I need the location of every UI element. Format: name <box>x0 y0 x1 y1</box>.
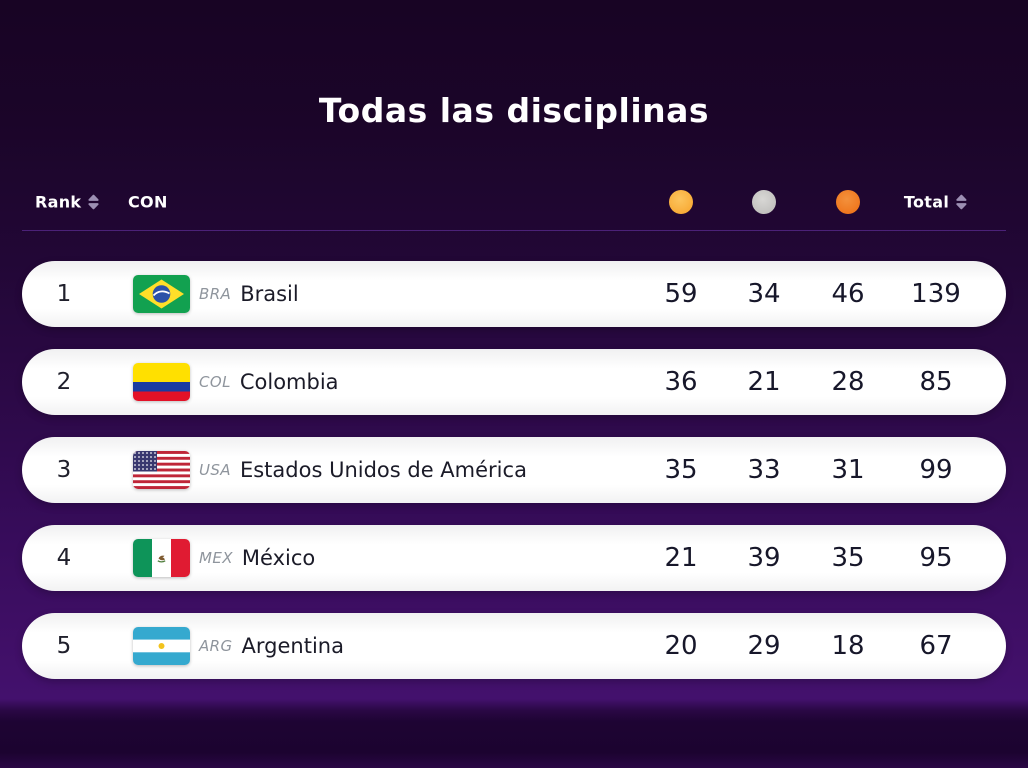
table-row-usa[interactable]: 3 <box>22 437 1006 503</box>
noc-code: BRA <box>199 285 232 303</box>
country-name: México <box>241 546 316 570</box>
bronze-count: 31 <box>831 455 865 485</box>
silver-count: 29 <box>747 631 781 661</box>
total-count: 67 <box>919 631 953 661</box>
rank-header-label: Rank <box>35 192 82 212</box>
country-cell: BRA Brasil <box>199 282 299 306</box>
total-header-label: Total <box>903 192 950 212</box>
medal-table: Todas las disciplinas Rank CON Total <box>22 0 1006 679</box>
gold-count: 59 <box>664 279 698 309</box>
con-column-header: CON <box>128 193 168 212</box>
gold-count: 21 <box>664 543 698 573</box>
rank-value: 4 <box>56 545 72 571</box>
sort-icon[interactable] <box>955 194 968 211</box>
rank-value: 5 <box>56 633 72 659</box>
country-name: Argentina <box>241 634 344 658</box>
silver-count: 39 <box>747 543 781 573</box>
colombia-flag-icon <box>133 363 190 401</box>
bronze-medal-icon <box>836 190 860 214</box>
bronze-count: 18 <box>831 631 865 661</box>
sort-icon[interactable] <box>87 194 100 211</box>
argentina-flag-icon <box>133 627 190 665</box>
header-divider <box>22 230 1006 231</box>
table-row-brasil[interactable]: 1 BRA Brasil 59 34 46 139 <box>22 261 1006 327</box>
bronze-count: 46 <box>831 279 865 309</box>
table-rows: 1 BRA Brasil 59 34 46 139 <box>22 261 1006 679</box>
total-count: 85 <box>919 367 953 397</box>
silver-count: 33 <box>747 455 781 485</box>
country-cell: COL Colombia <box>199 370 339 394</box>
table-row-mexico[interactable]: 4 MEX México 21 39 35 95 <box>22 525 1006 591</box>
silver-count: 34 <box>747 279 781 309</box>
noc-code: ARG <box>199 637 233 655</box>
country-cell: USA Estados Unidos de América <box>199 458 527 482</box>
gold-count: 20 <box>664 631 698 661</box>
page-title: Todas las disciplinas <box>318 91 710 130</box>
brasil-flag-icon <box>133 275 190 313</box>
table-row-colombia[interactable]: 2 COL Colombia 36 21 28 85 <box>22 349 1006 415</box>
noc-code: USA <box>199 461 231 479</box>
country-cell: ARG Argentina <box>199 634 344 658</box>
rank-value: 3 <box>56 457 72 483</box>
noc-code: MEX <box>199 549 233 567</box>
rank-value: 1 <box>56 281 72 307</box>
country-name: Estados Unidos de América <box>239 458 527 482</box>
table-header: Rank CON Total <box>22 189 1006 215</box>
silver-count: 21 <box>747 367 781 397</box>
country-cell: MEX México <box>199 546 315 570</box>
total-column-header[interactable]: Total <box>904 193 968 212</box>
country-name: Brasil <box>240 282 299 306</box>
gold-count: 36 <box>664 367 698 397</box>
gold-medal-icon <box>669 190 693 214</box>
table-row-argentina[interactable]: 5 ARG Argentina 20 29 18 67 <box>22 613 1006 679</box>
rank-value: 2 <box>56 369 72 395</box>
total-count: 95 <box>919 543 953 573</box>
rank-column-header[interactable]: Rank <box>35 193 100 212</box>
mexico-flag-icon <box>133 539 190 577</box>
bronze-count: 35 <box>831 543 865 573</box>
noc-code: COL <box>199 373 231 391</box>
total-count: 99 <box>919 455 953 485</box>
usa-flag-icon <box>133 451 190 489</box>
bronze-count: 28 <box>831 367 865 397</box>
con-header-label: CON <box>128 192 168 212</box>
silver-medal-icon <box>752 190 776 214</box>
total-count: 139 <box>911 279 961 309</box>
gold-count: 35 <box>664 455 698 485</box>
country-name: Colombia <box>239 370 339 394</box>
